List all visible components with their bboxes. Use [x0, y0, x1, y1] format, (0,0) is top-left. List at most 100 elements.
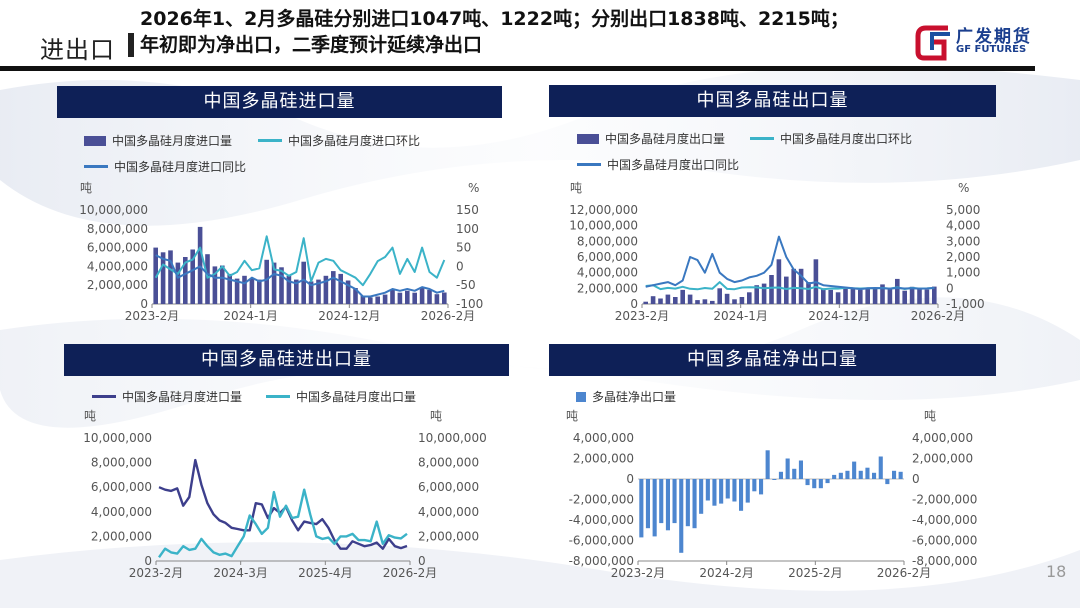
volume-bar — [405, 290, 410, 304]
right-unit-label: 吨 — [924, 409, 936, 423]
volume-bar — [924, 289, 930, 304]
volume-bar — [323, 275, 329, 304]
volume-bar — [271, 262, 277, 304]
volume-bar — [360, 295, 366, 304]
volume-bar — [828, 289, 833, 304]
left-tick-label: 6,000,000 — [91, 480, 152, 494]
x-tick-label: 2024-1月 — [223, 309, 278, 323]
volume-bar — [160, 252, 166, 304]
volume-bar — [190, 249, 195, 304]
right-tick-label: -1,000 — [946, 297, 985, 311]
left-tick-label: 12,000,000 — [569, 203, 638, 217]
right-tick-label: 6,000,000 — [418, 480, 479, 494]
volume-bar — [316, 279, 321, 304]
net-export-bar — [892, 470, 897, 479]
net-export-bar — [858, 470, 863, 479]
export-legend-yoy: 中国多晶硅月度出口同比 — [577, 156, 739, 173]
net-export-bar — [878, 456, 883, 479]
left-unit-label: 吨 — [570, 181, 582, 195]
net-export-bar — [732, 479, 737, 502]
x-tick-label: 2024-1月 — [713, 309, 768, 323]
net-export-bar — [645, 479, 650, 529]
volume-bar — [806, 282, 811, 304]
volume-bar — [257, 279, 262, 304]
net-panel-title: 中国多晶硅净出口量 — [549, 344, 996, 376]
x-tick-label: 2026-2月 — [911, 309, 966, 323]
right-tick-label: -6,000,000 — [912, 534, 977, 548]
combined-legend-export: 中国多晶硅月度出口量 — [266, 388, 416, 405]
net-export-bar — [872, 472, 877, 479]
volume-bar — [702, 299, 708, 304]
net-export-bar — [838, 472, 843, 479]
net-export-bar — [792, 468, 797, 480]
net-chart: 4,000,000 2,000,000 0 -2,000,000 -4,000,000 -… — [566, 409, 977, 580]
right-tick-label: -50 — [456, 278, 476, 292]
volume-bar — [212, 266, 218, 304]
volume-bar — [331, 271, 336, 304]
import-legend-mom: 中国多晶硅月度进口环比 — [258, 132, 420, 149]
export-legend-volume: 中国多晶硅月度出口量 — [577, 130, 725, 147]
headline-line-2: 年初即为净出口，二季度预计延续净出口 — [140, 34, 483, 56]
volume-bar — [784, 276, 789, 304]
volume-bar — [338, 273, 343, 304]
volume-bar — [301, 261, 306, 304]
left-tick-label: 6,000,000 — [577, 250, 638, 264]
volume-bar — [183, 257, 188, 304]
net-export-bar — [885, 479, 890, 485]
volume-bar — [390, 289, 395, 304]
left-tick-label: 6,000,000 — [87, 241, 148, 255]
volume-bar — [345, 280, 351, 304]
combined-panel-title: 中国多晶硅进出口量 — [64, 344, 509, 376]
net-export-bar — [898, 471, 903, 479]
net-export-bar — [665, 479, 670, 531]
volume-bar — [710, 300, 715, 304]
volume-bar — [234, 278, 240, 304]
x-tick-label: 2024-12月 — [318, 309, 380, 323]
left-tick-label: 8,000,000 — [87, 222, 148, 236]
x-tick-label: 2023-2月 — [129, 566, 184, 580]
x-tick-label: 2026-2月 — [383, 566, 438, 580]
x-tick-label: 2025-2月 — [788, 566, 843, 580]
volume-bar — [442, 292, 447, 304]
page-headline: 2026年1、2月多晶硅分别进口1047吨、1222吨；分别出口1838吨、22… — [140, 6, 920, 58]
left-tick-label: 2,000,000 — [91, 529, 152, 543]
combined-chart: 10,000,000 8,000,000 6,000,000 4,000,000 2,0… — [83, 409, 486, 580]
left-tick-label: 2,000,000 — [87, 278, 148, 292]
left-tick-label: -6,000,000 — [569, 534, 634, 548]
gf-logo-icon — [915, 25, 950, 61]
net-export-bar — [652, 479, 657, 537]
net-export-bar — [772, 479, 777, 480]
volume-bar — [895, 278, 900, 304]
volume-bar — [227, 273, 232, 304]
header-rule — [0, 66, 1035, 71]
import-chart: 10,000,000 8,000,000 6,000,000 4,000,000 2,0… — [79, 181, 483, 323]
yoy-line — [645, 235, 935, 291]
right-unit-label: 吨 — [430, 409, 442, 423]
volume-bar — [368, 297, 373, 304]
left-tick-label: 8,000,000 — [91, 456, 152, 470]
right-tick-label: 2,000,000 — [912, 452, 973, 466]
net-export-bar — [699, 479, 704, 514]
left-tick-label: 10,000,000 — [569, 219, 638, 233]
import-legend-yoy: 中国多晶硅月度进口同比 — [84, 158, 246, 175]
volume-bar — [732, 299, 737, 304]
net-export-bar — [685, 479, 690, 527]
right-tick-label: 4,000,000 — [912, 431, 973, 445]
volume-bar — [858, 289, 863, 304]
net-export-bar — [725, 479, 730, 499]
net-export-bar — [785, 458, 790, 479]
right-tick-label: 2,000 — [946, 250, 980, 264]
right-tick-label: 0 — [456, 259, 464, 273]
left-tick-label: 10,000,000 — [83, 431, 152, 445]
right-tick-label: 4,000,000 — [418, 505, 479, 519]
right-tick-label: 4,000 — [946, 219, 980, 233]
right-tick-label: 0 — [418, 554, 426, 568]
gf-futures-logo: 广发期货 GF FUTURES — [914, 20, 1044, 62]
volume-bar — [375, 296, 380, 304]
x-tick-label: 2024-12月 — [808, 309, 870, 323]
section-tag: 进出口 — [40, 36, 115, 64]
volume-bar — [695, 300, 700, 304]
volume-bar — [673, 297, 678, 304]
volume-bar — [835, 292, 841, 305]
